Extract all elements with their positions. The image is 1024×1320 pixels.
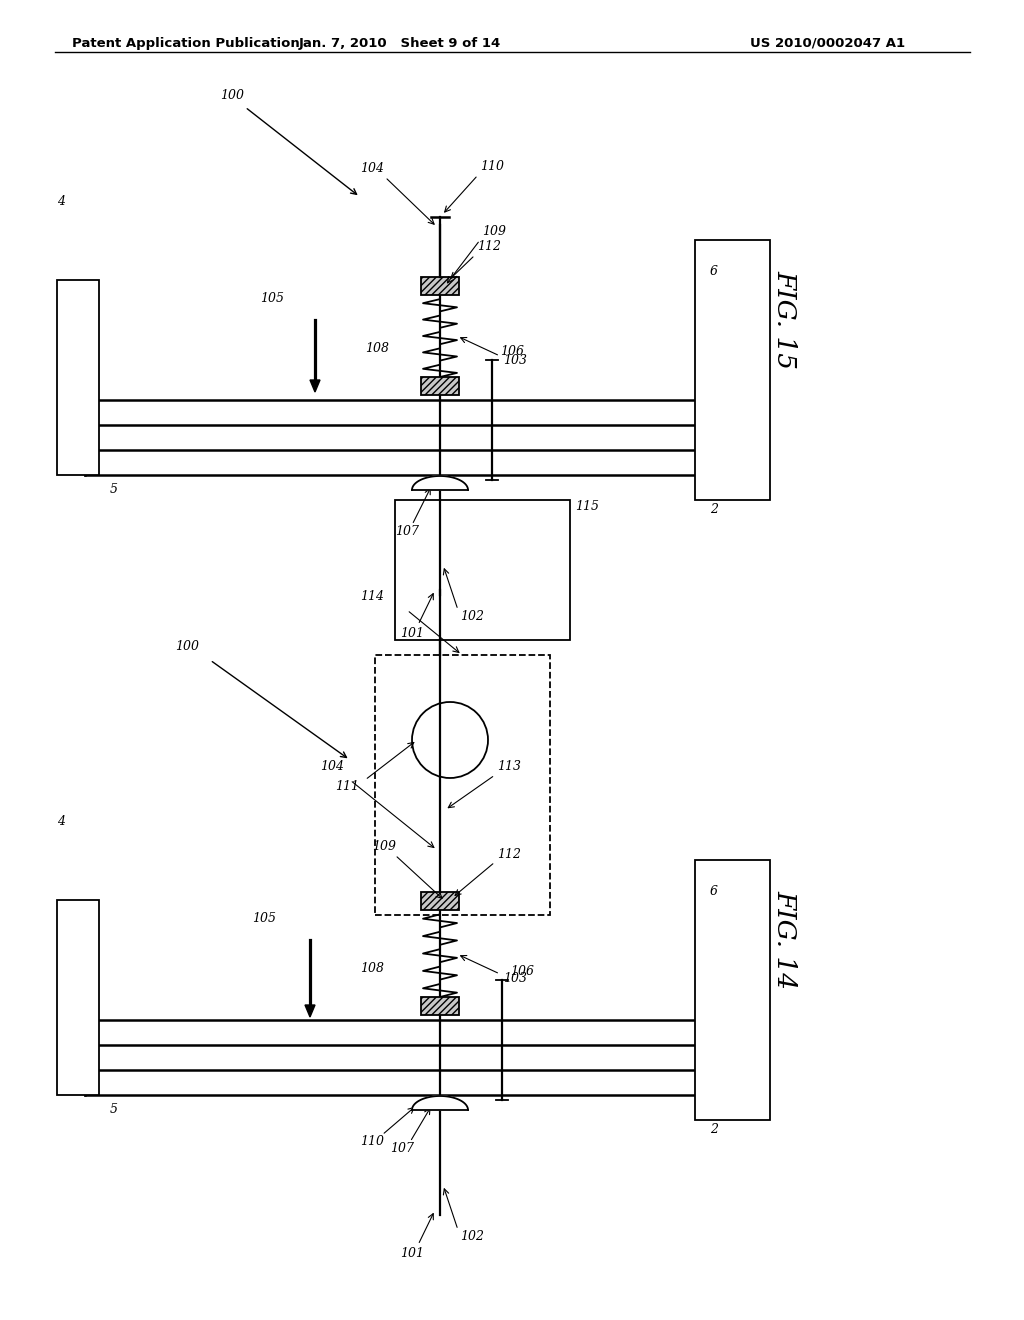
Text: 103: 103: [503, 972, 527, 985]
Text: 112: 112: [497, 847, 521, 861]
Text: 102: 102: [460, 1230, 484, 1243]
Text: 102: 102: [460, 610, 484, 623]
Text: 108: 108: [360, 962, 384, 975]
Text: 115: 115: [575, 500, 599, 513]
Text: 114: 114: [360, 590, 384, 603]
Text: Jan. 7, 2010   Sheet 9 of 14: Jan. 7, 2010 Sheet 9 of 14: [299, 37, 501, 50]
Text: 104: 104: [319, 760, 344, 774]
Text: 6: 6: [710, 884, 718, 898]
Text: 105: 105: [252, 912, 276, 925]
Text: 107: 107: [390, 1142, 414, 1155]
Text: 5: 5: [110, 483, 118, 496]
Text: 101: 101: [400, 627, 424, 640]
Text: 105: 105: [260, 292, 284, 305]
Bar: [421, 892, 459, 909]
Text: 106: 106: [500, 345, 524, 358]
Text: 100: 100: [175, 640, 199, 653]
Text: 109: 109: [372, 840, 396, 853]
Text: 108: 108: [365, 342, 389, 355]
Text: 109: 109: [482, 224, 506, 238]
Text: 113: 113: [497, 760, 521, 774]
Text: US 2010/0002047 A1: US 2010/0002047 A1: [750, 37, 905, 50]
Text: 2: 2: [710, 503, 718, 516]
Bar: [57, 900, 99, 1096]
Text: 106: 106: [510, 965, 534, 978]
Text: 2: 2: [710, 1123, 718, 1137]
Bar: [375, 655, 550, 915]
Bar: [421, 277, 459, 294]
Bar: [695, 861, 770, 1119]
Text: 110: 110: [480, 160, 504, 173]
Text: FIG. 15: FIG. 15: [772, 271, 798, 370]
Bar: [421, 997, 459, 1015]
Text: FIG. 14: FIG. 14: [772, 891, 798, 990]
Text: 103: 103: [503, 354, 527, 367]
Text: 5: 5: [110, 1104, 118, 1115]
Bar: [395, 500, 570, 640]
Polygon shape: [412, 1096, 468, 1110]
Text: 4: 4: [57, 195, 65, 209]
Text: 110: 110: [360, 1135, 384, 1148]
Bar: [57, 280, 99, 475]
Text: 104: 104: [360, 162, 384, 176]
Text: 101: 101: [400, 1247, 424, 1261]
Text: 111: 111: [335, 780, 359, 793]
Text: 6: 6: [710, 265, 718, 279]
Polygon shape: [310, 380, 319, 392]
Text: 107: 107: [395, 525, 419, 539]
Text: 112: 112: [477, 240, 501, 253]
Bar: [421, 378, 459, 395]
Text: Patent Application Publication: Patent Application Publication: [72, 37, 300, 50]
Bar: [695, 240, 770, 500]
Text: 4: 4: [57, 814, 65, 828]
Polygon shape: [305, 1005, 315, 1016]
Polygon shape: [412, 477, 468, 490]
Text: 100: 100: [220, 88, 244, 102]
